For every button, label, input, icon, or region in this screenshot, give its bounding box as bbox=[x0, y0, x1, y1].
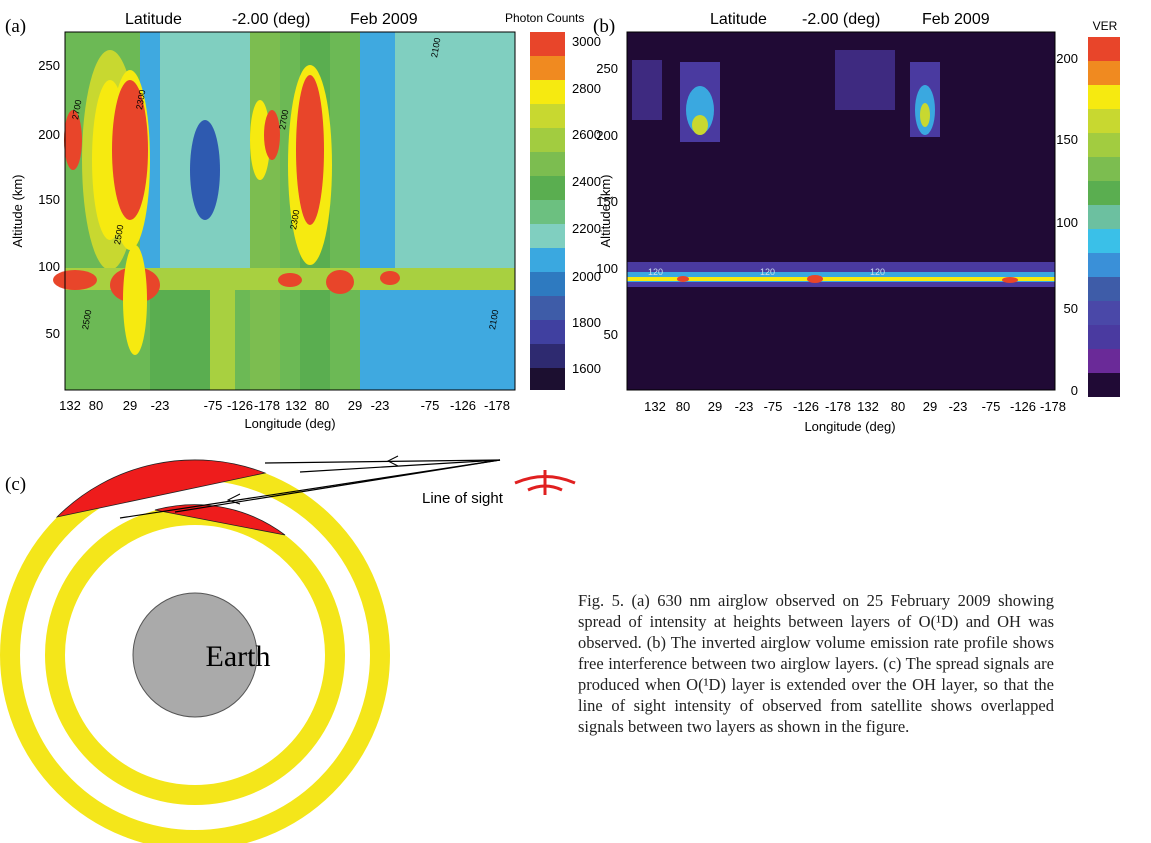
y-tick-label: 150 bbox=[38, 192, 60, 207]
contour-label: 2500 bbox=[112, 224, 125, 245]
caption: Fig. 5. (a) 630 nm airglow observed on 2… bbox=[578, 591, 1054, 736]
colorbar-tick-label: 150 bbox=[1056, 132, 1078, 147]
x-tick-label: 132 bbox=[285, 398, 307, 413]
contour-map-b bbox=[626, 31, 1056, 391]
x-tick-label: 80 bbox=[676, 399, 690, 414]
x-tick-label: -75 bbox=[982, 399, 1001, 414]
contour-label: 2100 bbox=[429, 37, 442, 58]
x-tick-label: 29 bbox=[348, 398, 362, 413]
x-tick-label: -75 bbox=[764, 399, 783, 414]
x-tick-label: -178 bbox=[254, 398, 280, 413]
x-tick-label: -75 bbox=[421, 398, 440, 413]
x-tick-label: 132 bbox=[857, 399, 879, 414]
colorbar-title: Photon Counts bbox=[505, 11, 584, 25]
y-tick-label: 200 bbox=[596, 128, 618, 143]
x-tick-label: -23 bbox=[371, 398, 390, 413]
x-tick-label: 29 bbox=[923, 399, 937, 414]
x-tick-label: -126 bbox=[227, 398, 253, 413]
x-tick-label: -23 bbox=[949, 399, 968, 414]
x-tick-label: 80 bbox=[89, 398, 103, 413]
y-tick-label: 150 bbox=[596, 194, 618, 209]
colorbar-tick-label: 200 bbox=[1056, 51, 1078, 66]
colorbar-tick-label: 1600 bbox=[572, 361, 601, 376]
colorbar-tick-label: 50 bbox=[1064, 301, 1078, 316]
x-tick-label: -126 bbox=[450, 398, 476, 413]
contour-label: 120 bbox=[648, 267, 663, 277]
contour-label: 2500 bbox=[80, 309, 93, 330]
contour-label: 2100 bbox=[487, 309, 500, 330]
x-tick-label: -75 bbox=[204, 398, 223, 413]
colorbar-tick-label: 1800 bbox=[572, 315, 601, 330]
colorbar-tick-label: 2200 bbox=[572, 221, 601, 236]
x-tick-label: 80 bbox=[891, 399, 905, 414]
colorbar-tick-label: 0 bbox=[1071, 383, 1078, 398]
x-tick-label: -23 bbox=[735, 399, 754, 414]
colorbar-tick-label: 2800 bbox=[572, 81, 601, 96]
x-tick-label: 132 bbox=[644, 399, 666, 414]
title: Latitude bbox=[710, 11, 767, 28]
axis-label: Altitude (km) bbox=[10, 175, 25, 248]
contour-label: 2300 bbox=[288, 209, 301, 230]
x-tick-label: -178 bbox=[484, 398, 510, 413]
earth-label: Earth bbox=[206, 640, 271, 673]
y-tick-label: 50 bbox=[604, 327, 618, 342]
y-tick-label: 200 bbox=[38, 127, 60, 142]
colorbar-tick-label: 2000 bbox=[572, 269, 601, 284]
x-tick-label: -178 bbox=[1040, 399, 1066, 414]
title: Latitude bbox=[125, 11, 182, 28]
x-tick-label: 29 bbox=[123, 398, 137, 413]
y-tick-label: 100 bbox=[596, 261, 618, 276]
title: -2.00 (deg) bbox=[232, 11, 310, 28]
x-tick-label: -23 bbox=[151, 398, 170, 413]
contour-label: 120 bbox=[760, 267, 775, 277]
diagram-c bbox=[0, 455, 576, 843]
colorbar-title: VER bbox=[1093, 19, 1118, 33]
y-tick-label: 100 bbox=[38, 259, 60, 274]
panel-label: (a) bbox=[5, 16, 26, 37]
axis-label: Altitude (km) bbox=[598, 175, 613, 248]
x-tick-label: -126 bbox=[1010, 399, 1036, 414]
title: -2.00 (deg) bbox=[802, 11, 880, 28]
axis-label: Longitude (deg) bbox=[804, 419, 895, 434]
y-tick-label: 50 bbox=[46, 326, 60, 341]
axis-label: Longitude (deg) bbox=[244, 416, 335, 431]
colorbar-a bbox=[530, 32, 565, 390]
x-tick-label: 132 bbox=[59, 398, 81, 413]
colorbar-b bbox=[1088, 37, 1120, 397]
colorbar-tick-label: 2400 bbox=[572, 174, 601, 189]
contour-label: 2700 bbox=[70, 99, 83, 120]
colorbar-tick-label: 2600 bbox=[572, 127, 601, 142]
contour-map-a bbox=[53, 31, 516, 391]
contour-label: 2700 bbox=[277, 109, 290, 130]
y-tick-label: 250 bbox=[596, 61, 618, 76]
x-tick-label: 80 bbox=[315, 398, 329, 413]
x-tick-label: -126 bbox=[793, 399, 819, 414]
title: Feb 2009 bbox=[350, 11, 418, 28]
annotation: Line of sight bbox=[422, 490, 504, 507]
colorbar-tick-label: 3000 bbox=[572, 34, 601, 49]
y-tick-label: 250 bbox=[38, 58, 60, 73]
contour-label: 120 bbox=[870, 267, 885, 277]
contour-label: 2300 bbox=[134, 89, 147, 110]
x-tick-label: 29 bbox=[708, 399, 722, 414]
panel-label: (b) bbox=[593, 16, 615, 37]
x-tick-label: -178 bbox=[825, 399, 851, 414]
title: Feb 2009 bbox=[922, 11, 990, 28]
colorbar-tick-label: 100 bbox=[1056, 215, 1078, 230]
panel-label: (c) bbox=[5, 474, 26, 495]
